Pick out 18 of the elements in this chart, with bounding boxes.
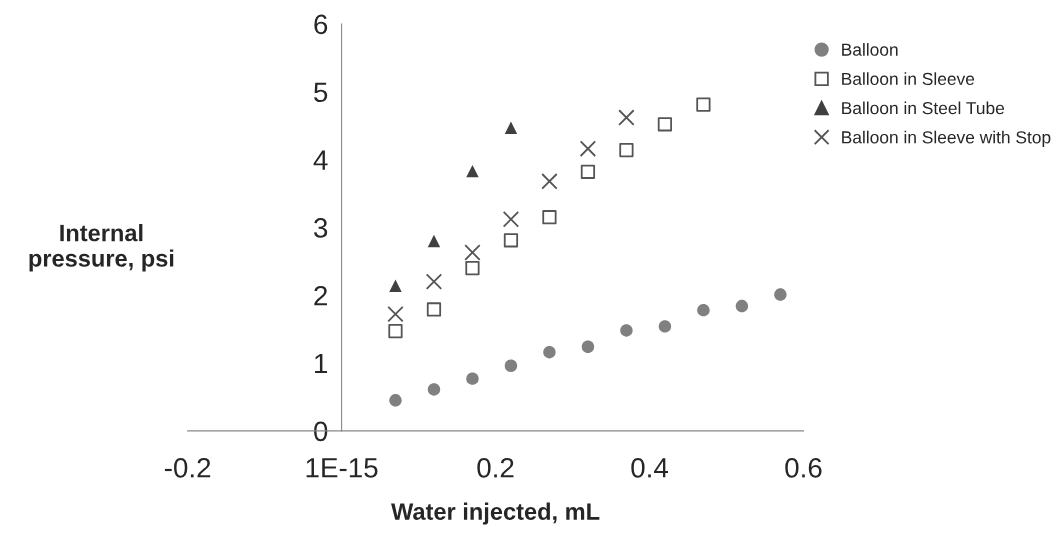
x-tick-label: 1E-15 xyxy=(306,458,378,478)
x-tick-label: 0.4 xyxy=(631,457,669,478)
y-tick-label: 2 xyxy=(314,285,327,306)
x-tick-label: 0.2 xyxy=(477,457,514,478)
y-tick-label: 0 xyxy=(314,421,328,442)
legend-label: Balloon xyxy=(842,43,898,56)
legend-label: Balloon in Sleeve with Stop xyxy=(842,130,1051,147)
y-tick-label: 4 xyxy=(313,150,328,170)
y-tick-label: 5 xyxy=(314,82,328,103)
x-tick-label: 0.6 xyxy=(785,457,822,478)
y-axis-title: Internal pressure, psi xyxy=(29,224,174,272)
x-axis-title: Water injected, mL xyxy=(391,502,600,525)
y-tick-label: 3 xyxy=(314,218,328,238)
y-tick-label: 6 xyxy=(314,14,328,35)
legend-label: Balloon in Steel Tube xyxy=(842,101,1005,115)
legend-label: Balloon in Sleeve xyxy=(842,72,975,86)
y-tick-label: 1 xyxy=(315,353,328,374)
x-tick-label: -0.2 xyxy=(164,457,211,478)
